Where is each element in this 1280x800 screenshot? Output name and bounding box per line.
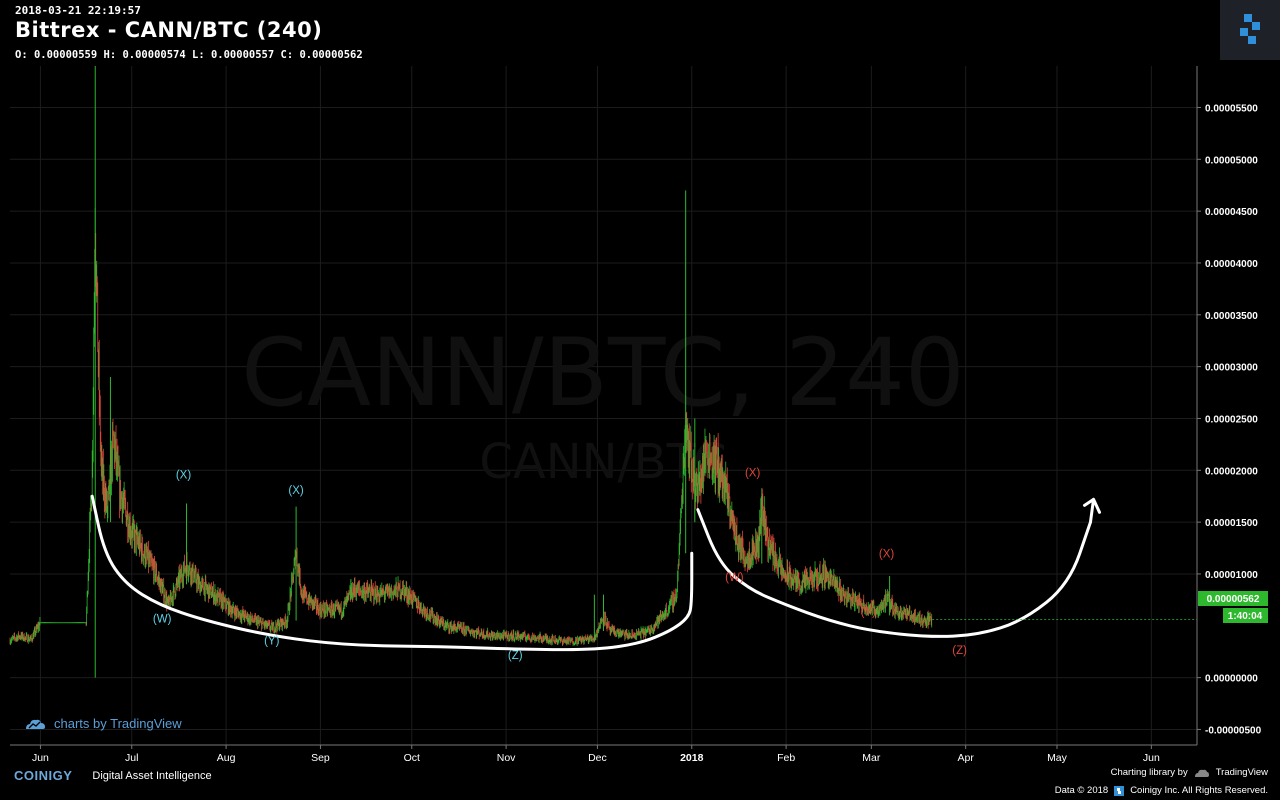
x-tick-label: Oct xyxy=(404,752,420,764)
x-tick-label: Jun xyxy=(32,752,49,764)
y-tick-label: 0.00003500 xyxy=(1205,311,1258,322)
wave-label: (Z) xyxy=(508,650,523,662)
bar-countdown: 1:40:04 xyxy=(1228,611,1263,622)
coinigy-logo-icon xyxy=(1240,14,1260,44)
tradingview-credit[interactable]: TradingView xyxy=(1215,767,1268,778)
footer-credits: Charting library by TradingView Data © 2… xyxy=(1055,764,1268,800)
coinigy-tagline: Digital Asset Intelligence xyxy=(92,769,212,782)
wave-label: (W) xyxy=(725,572,744,584)
y-tick-label: 0.00002500 xyxy=(1205,414,1258,425)
y-tick-label: 0.00004000 xyxy=(1205,259,1258,270)
y-tick-label: 0.00001000 xyxy=(1205,570,1258,581)
wave-label: (X) xyxy=(288,485,304,497)
chart-title: Bittrex - CANN/BTC (240) xyxy=(15,18,323,42)
projection-curve xyxy=(90,494,694,652)
y-tick-label: 0.00002000 xyxy=(1205,466,1258,477)
x-tick-label: May xyxy=(1047,752,1068,764)
last-price-value: 0.00000562 xyxy=(1207,594,1260,605)
y-tick-label: 0.00005500 xyxy=(1205,103,1258,114)
x-tick-label: Jul xyxy=(125,752,138,764)
tradingview-icon xyxy=(1194,769,1209,777)
x-tick-label: Sep xyxy=(311,752,330,764)
x-tick-label: Dec xyxy=(588,752,607,764)
data-credit-year: Data © 2018 xyxy=(1054,785,1109,796)
wave-label: (W) xyxy=(153,614,172,626)
wave-label: (X) xyxy=(879,548,895,560)
coinigy-logo-button[interactable] xyxy=(1220,0,1280,60)
wave-label: (X) xyxy=(745,468,761,480)
y-tick-label: 0.00005000 xyxy=(1205,155,1258,166)
tradingview-cloud-icon xyxy=(26,719,45,729)
projection-curve-2 xyxy=(696,508,1092,638)
tradingview-link[interactable]: charts by TradingView xyxy=(24,716,182,731)
last-price-box xyxy=(1198,591,1268,606)
wave-label: (Y) xyxy=(861,606,877,618)
x-tick-label: Apr xyxy=(958,752,975,764)
y-tick-label: 0.00000000 xyxy=(1205,674,1258,685)
y-tick-label: 0.00001500 xyxy=(1205,518,1258,529)
coinigy-brand: COINIGY Digital Asset Intelligence xyxy=(14,768,212,783)
last-price-tag: 0.00000562 1:40:04 xyxy=(1198,591,1268,623)
wave-label: (Y) xyxy=(264,635,280,647)
x-tick-label: Mar xyxy=(862,752,881,764)
wave-label: (X) xyxy=(176,470,192,482)
bar-countdown-box xyxy=(1223,608,1268,623)
watermark-main: CANN/BTC, 240 xyxy=(241,319,964,428)
tradingview-link-label: charts by TradingView xyxy=(54,716,182,731)
coinigy-small-icon xyxy=(1114,786,1125,796)
ohlc-readout: O: 0.00000559 H: 0.00000574 L: 0.0000055… xyxy=(15,49,363,61)
x-tick-label: Jun xyxy=(1143,752,1160,764)
y-tick-label: -0.00000500 xyxy=(1205,725,1262,736)
data-credit-rights: Coinigy Inc. All Rights Reserved. xyxy=(1130,785,1268,796)
x-tick-label: Feb xyxy=(777,752,795,764)
projection-arrow xyxy=(1083,497,1102,524)
x-tick-label: Nov xyxy=(497,752,516,764)
coinigy-wordmark: COINIGY xyxy=(14,768,73,783)
charting-library-label: Charting library by xyxy=(1110,767,1188,778)
chart-timestamp: 2018-03-21 22:19:57 xyxy=(15,4,141,17)
wave-label: (Z) xyxy=(952,645,967,657)
y-tick-label: 0.00004500 xyxy=(1205,207,1258,218)
x-tick-label: 2018 xyxy=(680,752,704,764)
x-tick-label: Aug xyxy=(217,752,236,764)
y-tick-label: 0.00003000 xyxy=(1205,363,1258,374)
